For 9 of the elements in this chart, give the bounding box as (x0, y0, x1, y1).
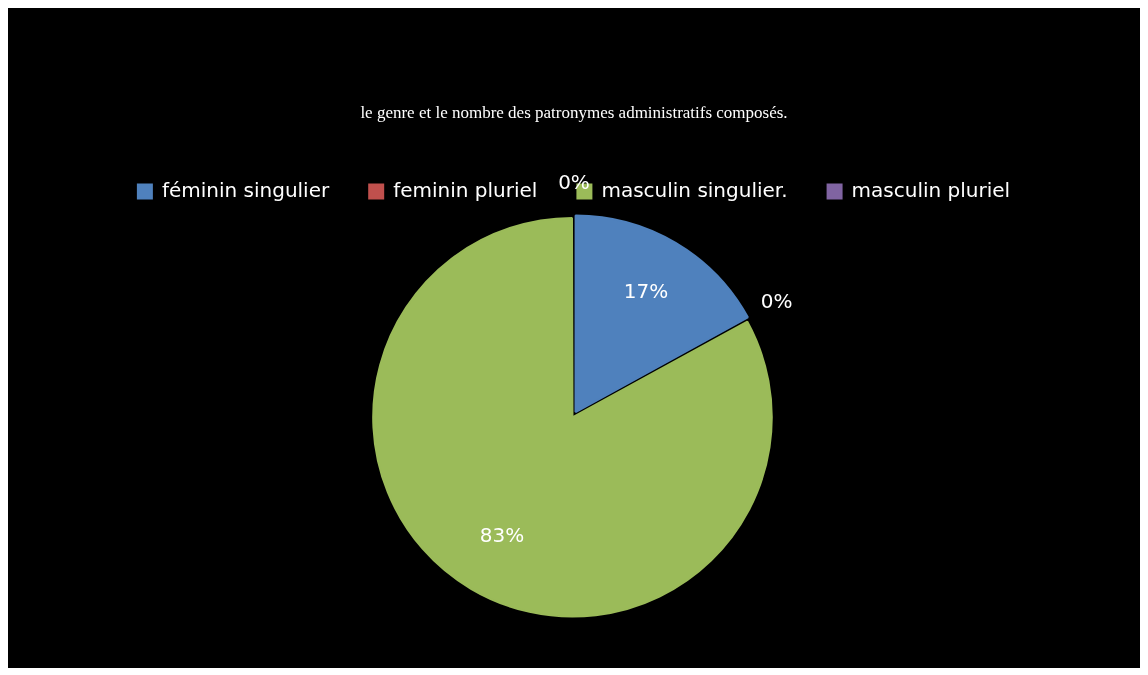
data-label: 17% (623, 279, 669, 304)
legend-label: feminin pluriel (393, 177, 538, 202)
text: 0% (760, 289, 793, 314)
legend-label: féminin singulier (161, 177, 330, 202)
data-label: 83% (479, 522, 525, 547)
chart-title: le genre et le nombre des patronymes administratifs composés. (360, 102, 788, 122)
legend-label: masculin pluriel (851, 177, 1011, 202)
legend-label: masculin singulier. (601, 177, 788, 202)
text: 0% (558, 169, 590, 194)
